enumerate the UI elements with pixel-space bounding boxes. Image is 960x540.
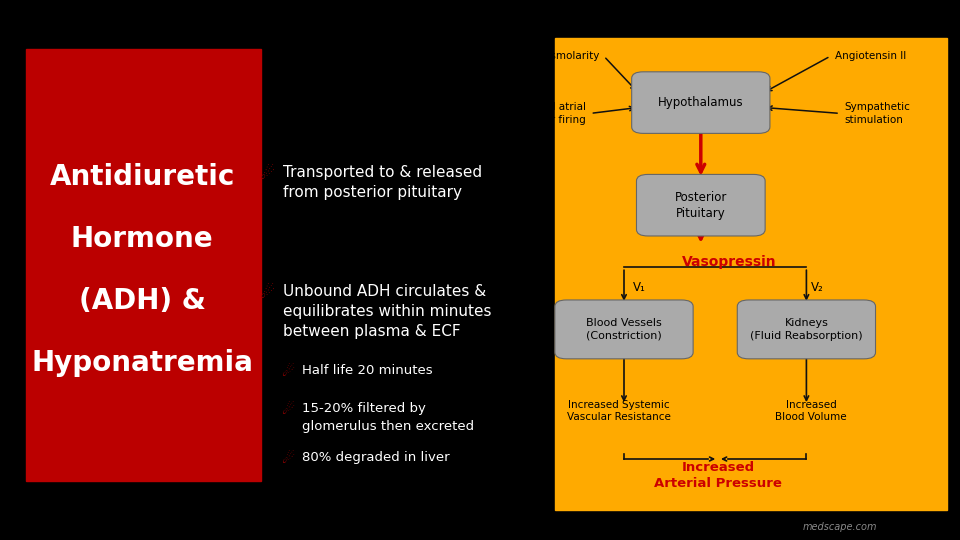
Text: ☄: ☄ bbox=[280, 402, 294, 417]
Text: Hypothalamus: Hypothalamus bbox=[658, 96, 744, 109]
Text: Increased Systemic
Vascular Resistance: Increased Systemic Vascular Resistance bbox=[567, 400, 671, 422]
Text: V₁: V₁ bbox=[633, 281, 645, 294]
Text: Kidneys
(Fluid Reabsorption): Kidneys (Fluid Reabsorption) bbox=[750, 318, 863, 341]
FancyBboxPatch shape bbox=[636, 174, 765, 236]
Text: Transported to & released
from posterior pituitary: Transported to & released from posterior… bbox=[283, 165, 482, 200]
Text: Posterior
Pituitary: Posterior Pituitary bbox=[675, 191, 727, 220]
Text: ☄: ☄ bbox=[260, 284, 275, 301]
Text: Increased
Arterial Pressure: Increased Arterial Pressure bbox=[654, 461, 782, 490]
Text: V₂: V₂ bbox=[811, 281, 824, 294]
Text: ☄: ☄ bbox=[280, 364, 294, 380]
Text: medscape.com: medscape.com bbox=[803, 522, 877, 531]
Text: Hormone: Hormone bbox=[71, 225, 213, 253]
Bar bbox=[555, 38, 947, 510]
FancyBboxPatch shape bbox=[555, 300, 693, 359]
FancyBboxPatch shape bbox=[632, 72, 770, 133]
Text: Hyponatremia: Hyponatremia bbox=[31, 349, 253, 377]
Text: Decreased atrial
receptor firing: Decreased atrial receptor firing bbox=[499, 102, 586, 125]
FancyBboxPatch shape bbox=[737, 300, 876, 359]
Text: Hyperosmolarity: Hyperosmolarity bbox=[513, 51, 599, 61]
Text: ☄: ☄ bbox=[260, 165, 275, 183]
Text: Sympathetic
stimulation: Sympathetic stimulation bbox=[845, 102, 911, 125]
Text: Unbound ADH circulates &
equilibrates within minutes
between plasma & ECF: Unbound ADH circulates & equilibrates wi… bbox=[283, 284, 492, 339]
Text: ☄: ☄ bbox=[280, 451, 294, 466]
Text: Vasopressin: Vasopressin bbox=[683, 255, 777, 269]
Text: 15-20% filtered by
glomerulus then excreted: 15-20% filtered by glomerulus then excre… bbox=[302, 402, 474, 433]
Text: 80% degraded in liver: 80% degraded in liver bbox=[302, 451, 450, 464]
Text: Half life 20 minutes: Half life 20 minutes bbox=[302, 364, 433, 377]
Text: (ADH) &: (ADH) & bbox=[79, 287, 205, 315]
Text: Blood Vessels
(Constriction): Blood Vessels (Constriction) bbox=[587, 318, 661, 341]
Text: Increased
Blood Volume: Increased Blood Volume bbox=[776, 400, 847, 422]
Text: Antidiuretic: Antidiuretic bbox=[49, 163, 235, 191]
Bar bbox=[26, 49, 261, 481]
Text: Angiotensin II: Angiotensin II bbox=[835, 51, 906, 61]
